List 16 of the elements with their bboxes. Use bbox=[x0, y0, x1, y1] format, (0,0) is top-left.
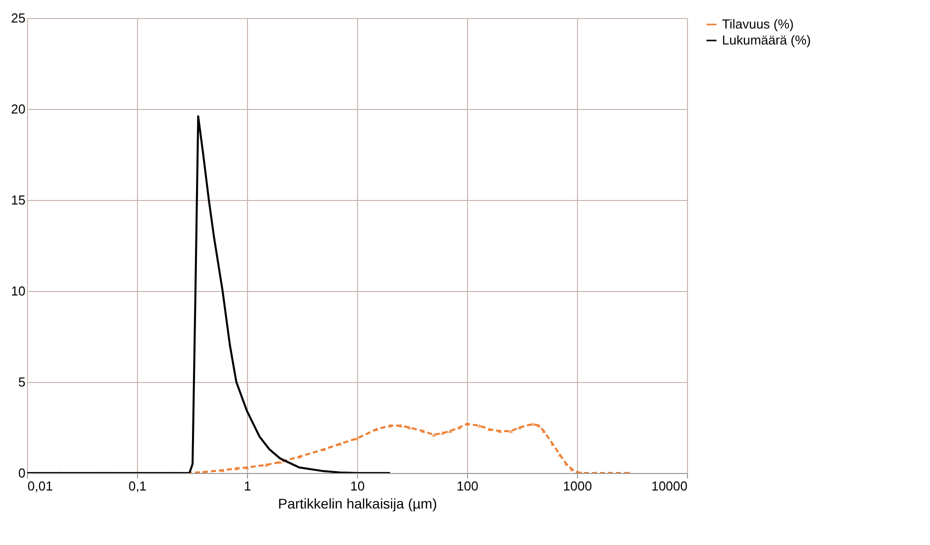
x-tick-label: 10000 bbox=[651, 478, 688, 494]
legend-label: Lukumäärä (%) bbox=[722, 32, 811, 48]
x-tick-label: 1 bbox=[244, 478, 252, 494]
x-tick-label: 0,01 bbox=[28, 478, 53, 494]
y-tick-label: 15 bbox=[11, 192, 26, 208]
y-tick-label: 5 bbox=[18, 374, 26, 390]
legend-label: Tilavuus (%) bbox=[722, 16, 794, 32]
y-tick-label: 20 bbox=[11, 102, 26, 116]
y-tick-label: 0 bbox=[18, 466, 26, 480]
y-tick-label: 25 bbox=[11, 10, 26, 26]
y-tick-label: 10 bbox=[11, 284, 26, 298]
x-tick-label: 0,1 bbox=[128, 478, 147, 494]
x-axis-title: Partikkelin halkaisija (µm) bbox=[278, 496, 437, 512]
x-tick-label: 10 bbox=[350, 478, 365, 494]
x-tick-label: 100 bbox=[456, 478, 478, 494]
x-tick-label: 1000 bbox=[563, 478, 592, 494]
